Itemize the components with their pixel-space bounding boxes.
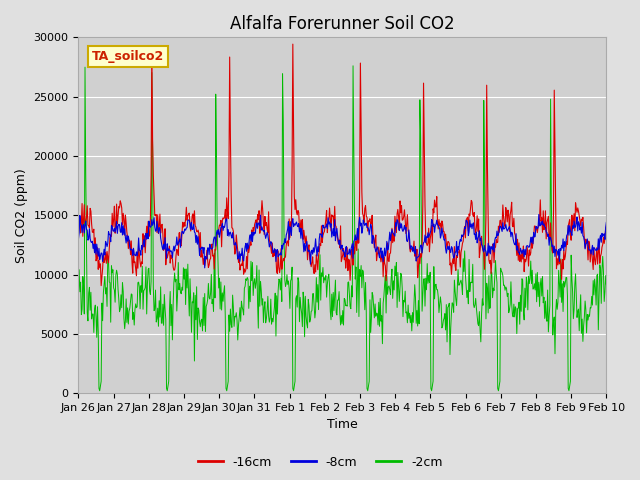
-16cm <box>97 283 105 288</box>
Line: -16cm: -16cm <box>79 44 640 286</box>
Legend: -16cm, -8cm, -2cm: -16cm, -8cm, -2cm <box>193 451 447 474</box>
-8cm <box>535 212 543 217</box>
-16cm <box>141 250 149 256</box>
-16cm <box>295 209 303 215</box>
Text: TA_soilco2: TA_soilco2 <box>92 50 164 63</box>
-2cm <box>451 288 459 294</box>
Line: -8cm: -8cm <box>79 215 640 268</box>
-2cm <box>638 276 640 282</box>
-8cm <box>201 265 209 271</box>
-2cm <box>420 276 428 282</box>
Y-axis label: Soil CO2 (ppm): Soil CO2 (ppm) <box>15 168 28 263</box>
-16cm <box>420 80 428 86</box>
-2cm <box>245 305 253 311</box>
-2cm <box>273 293 280 299</box>
-16cm <box>638 225 640 231</box>
-8cm <box>245 242 253 248</box>
-8cm <box>294 224 302 229</box>
-8cm <box>451 253 458 259</box>
-2cm <box>349 63 357 69</box>
-2cm <box>141 285 149 290</box>
-16cm <box>245 250 253 255</box>
-2cm <box>75 292 83 298</box>
-16cm <box>289 41 297 47</box>
-8cm <box>419 244 427 250</box>
Title: Alfalfa Forerunner Soil CO2: Alfalfa Forerunner Soil CO2 <box>230 15 455 33</box>
-16cm <box>273 269 280 275</box>
-8cm <box>141 244 148 250</box>
-8cm <box>75 237 83 242</box>
-8cm <box>273 247 280 253</box>
X-axis label: Time: Time <box>327 419 358 432</box>
-2cm <box>96 388 104 394</box>
Line: -2cm: -2cm <box>79 66 640 391</box>
-16cm <box>75 234 83 240</box>
-8cm <box>638 223 640 229</box>
-2cm <box>294 275 302 281</box>
-16cm <box>451 263 459 268</box>
